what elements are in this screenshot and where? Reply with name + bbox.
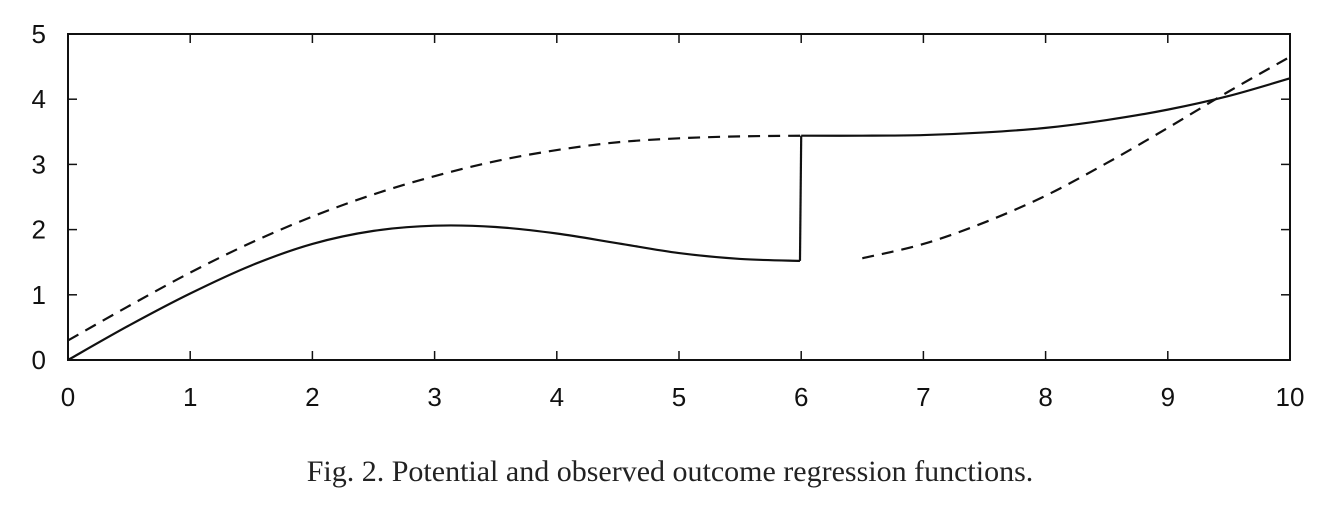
y-tick-label: 5: [32, 19, 46, 49]
regression-chart: 0 1 2 3 4 5 6 7 8 9 10 0 1 2 3 4 5: [32, 19, 1305, 412]
x-tick-label: 8: [1038, 382, 1052, 412]
y-tick-label: 4: [32, 84, 46, 114]
y-tick-labels: 0 1 2 3 4 5: [32, 19, 46, 375]
series-lines: [67, 55, 1291, 361]
solid-series-line: [801, 77, 1291, 137]
figure-caption: Fig. 2. Potential and observed outcome r…: [306, 455, 1034, 488]
y-tick-label: 3: [32, 149, 46, 179]
y-tick-label: 0: [32, 345, 46, 375]
x-tick-label: 6: [794, 382, 808, 412]
x-tick-label: 5: [672, 382, 686, 412]
axis-ticks: [67, 33, 1291, 361]
x-tick-label: 2: [305, 382, 319, 412]
x-tick-label: 9: [1161, 382, 1175, 412]
x-tick-label: 0: [61, 382, 75, 412]
y-tick-label: 1: [32, 280, 46, 310]
x-tick-label: 4: [550, 382, 564, 412]
x-tick-label: 10: [1276, 382, 1305, 412]
x-tick-labels: 0 1 2 3 4 5 6 7 8 9 10: [61, 382, 1305, 412]
plot-frame: [67, 33, 1291, 361]
solid-series-line: [67, 224, 801, 361]
y-tick-label: 2: [32, 215, 46, 245]
dashed-series-line: [67, 134, 802, 342]
x-tick-label: 7: [916, 382, 930, 412]
x-tick-label: 1: [183, 382, 197, 412]
x-tick-label: 3: [427, 382, 441, 412]
dashed-series-line: [862, 55, 1291, 260]
solid-series-jump: [798, 135, 803, 261]
